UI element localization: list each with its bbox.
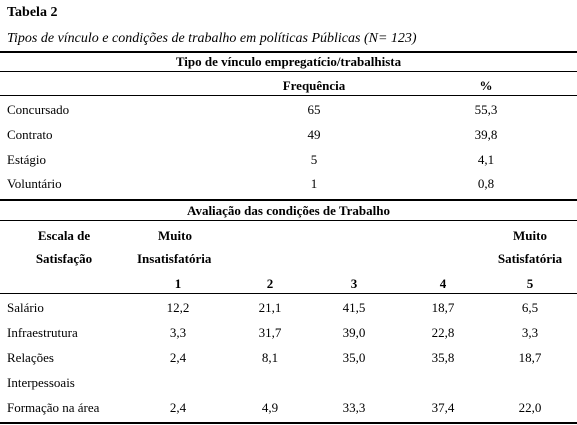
- low-label-line1: Muito: [158, 228, 192, 243]
- section2-title-rule: [0, 220, 577, 221]
- section1-title: Tipo de vínculo empregatício/trabalhista: [175, 54, 402, 69]
- section2-title: Avaliação das condições de Trabalho: [187, 203, 390, 218]
- table-caption: Tipos de vínculo e condições de trabalho…: [7, 31, 417, 46]
- cell-value: 12,2: [166, 300, 190, 315]
- row-label: Formação na área: [7, 400, 100, 415]
- cell-percent: 55,3: [474, 102, 498, 117]
- scale-column-4: 4: [439, 276, 447, 291]
- row-label: Concursado: [7, 102, 70, 117]
- cell-frequency: 49: [307, 127, 321, 142]
- cell-frequency: 1: [310, 176, 318, 191]
- cell-percent: 4,1: [477, 152, 495, 167]
- cell-value: 22,8: [431, 325, 455, 340]
- low-label-line2: Insatisfatória: [137, 251, 212, 266]
- bottom-rule: [0, 422, 577, 424]
- scale-column-2: 2: [266, 276, 274, 291]
- scale-label-line1: Escala de: [37, 228, 91, 243]
- cell-percent: 0,8: [477, 176, 495, 191]
- high-label-line2: Satisfatória: [497, 251, 563, 266]
- cell-value: 6,5: [521, 300, 539, 315]
- cell-value: 3,3: [169, 325, 187, 340]
- section2-header-rule: [0, 293, 577, 294]
- cell-value: 22,0: [518, 400, 542, 415]
- row-label: Estágio: [7, 152, 46, 167]
- cell-value: 41,5: [342, 300, 366, 315]
- header-frequency: Frequência: [282, 78, 346, 93]
- cell-value: 2,4: [169, 350, 187, 365]
- cell-value: 35,0: [342, 350, 366, 365]
- scale-column-5: 5: [526, 276, 534, 291]
- cell-value: 3,3: [521, 325, 539, 340]
- row-label: Relações: [7, 350, 54, 365]
- row-label: Voluntário: [7, 176, 62, 191]
- top-rule: [0, 51, 577, 53]
- cell-value: 4,9: [261, 400, 279, 415]
- row-label: Infraestrutura: [7, 325, 78, 340]
- scale-label-line2: Satisfação: [35, 251, 93, 266]
- cell-value: 35,8: [431, 350, 455, 365]
- row-label-line2: Interpessoais: [7, 375, 75, 390]
- cell-value: 21,1: [258, 300, 282, 315]
- cell-frequency: 5: [310, 152, 318, 167]
- cell-value: 2,4: [169, 400, 187, 415]
- cell-value: 18,7: [518, 350, 542, 365]
- cell-percent: 39,8: [474, 127, 498, 142]
- cell-value: 39,0: [342, 325, 366, 340]
- section1-header-rule: [0, 95, 577, 96]
- cell-value: 33,3: [342, 400, 366, 415]
- cell-frequency: 65: [307, 102, 321, 117]
- table-label: Tabela 2: [7, 5, 58, 20]
- scale-column-1: 1: [174, 276, 182, 291]
- header-percent: %: [479, 78, 493, 93]
- cell-value: 18,7: [431, 300, 455, 315]
- row-label: Contrato: [7, 127, 53, 142]
- cell-value: 31,7: [258, 325, 282, 340]
- cell-value: 8,1: [261, 350, 279, 365]
- section-divider-rule: [0, 199, 577, 201]
- row-label: Salário: [7, 300, 44, 315]
- section1-title-rule: [0, 71, 577, 72]
- scale-column-3: 3: [350, 276, 358, 291]
- high-label-line1: Muito: [513, 228, 547, 243]
- cell-value: 37,4: [431, 400, 455, 415]
